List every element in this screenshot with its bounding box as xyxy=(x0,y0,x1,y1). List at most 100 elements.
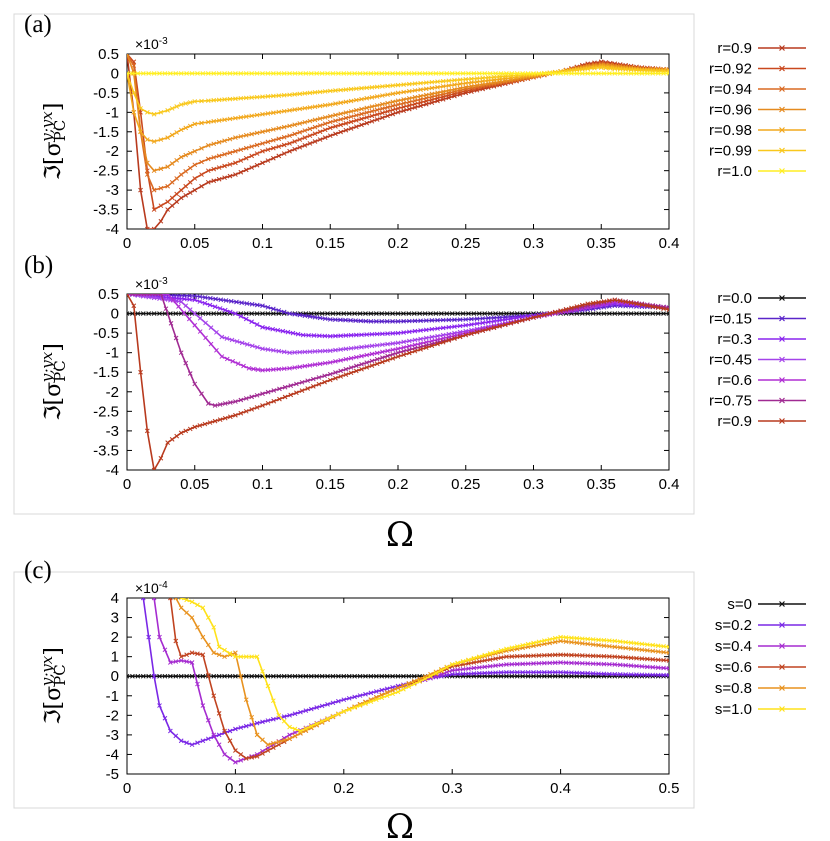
series-marker xyxy=(233,759,238,765)
series-marker xyxy=(184,652,189,658)
series-marker xyxy=(482,664,488,670)
series-marker xyxy=(612,71,618,76)
series-marker xyxy=(241,363,246,369)
series-marker xyxy=(579,302,585,308)
series-marker xyxy=(295,331,301,337)
series-marker xyxy=(131,109,137,115)
series-marker xyxy=(514,673,520,679)
series-marker xyxy=(601,661,607,667)
series-marker xyxy=(207,302,213,308)
series-marker xyxy=(368,319,374,324)
series-marker xyxy=(531,653,536,659)
series-marker xyxy=(359,344,364,350)
series-marker xyxy=(140,673,146,679)
series-marker xyxy=(249,319,255,325)
series-marker xyxy=(227,651,233,656)
series-marker xyxy=(390,99,396,105)
series-marker xyxy=(222,138,227,144)
series-marker xyxy=(493,663,498,669)
series-marker xyxy=(173,673,179,679)
x-tick-label: 0.35 xyxy=(587,235,616,252)
series-marker xyxy=(138,369,143,375)
series-marker xyxy=(322,379,327,385)
series-marker xyxy=(222,307,228,313)
series-marker xyxy=(639,647,645,653)
series-marker xyxy=(287,108,292,113)
series-marker xyxy=(265,158,271,163)
x-tick-label: 0.15 xyxy=(316,476,345,493)
series-marker xyxy=(569,305,574,311)
series-marker xyxy=(612,654,618,660)
series-marker xyxy=(374,84,380,90)
series-marker xyxy=(288,392,294,398)
y-axis-label: ℑ[σPCy;yx] xyxy=(38,343,69,421)
series-marker xyxy=(170,297,176,303)
series-marker xyxy=(590,637,596,642)
series-marker xyxy=(178,127,184,133)
plot-series-group xyxy=(127,54,669,229)
series-marker xyxy=(446,88,452,93)
series-marker xyxy=(306,332,311,338)
series-marker xyxy=(325,702,330,707)
series-marker xyxy=(444,669,450,675)
series-marker xyxy=(412,348,418,354)
series-marker xyxy=(585,66,591,72)
series-marker xyxy=(317,348,323,354)
series-marker xyxy=(655,665,661,670)
series-marker xyxy=(292,733,298,739)
series-marker xyxy=(493,311,498,316)
series-marker xyxy=(661,643,666,649)
series-marker xyxy=(498,662,504,668)
series-marker xyxy=(302,313,308,319)
series-r=0.98 xyxy=(127,63,669,144)
series-marker xyxy=(243,673,249,679)
series-marker xyxy=(338,111,344,117)
series-marker xyxy=(446,338,452,343)
legend-marker xyxy=(779,336,785,342)
series-marker xyxy=(265,389,271,395)
series-marker xyxy=(358,318,364,324)
series-marker xyxy=(178,172,184,177)
series-marker xyxy=(498,655,504,660)
x-tick-label: 0 xyxy=(123,235,131,252)
series-marker xyxy=(187,190,193,196)
series-marker xyxy=(333,370,338,375)
series-marker xyxy=(536,653,542,658)
series-marker xyxy=(363,691,368,697)
series-marker xyxy=(302,363,308,369)
series-marker xyxy=(281,134,287,140)
series-marker xyxy=(617,672,623,677)
series-marker xyxy=(254,720,260,726)
series-marker xyxy=(585,301,591,307)
series-marker xyxy=(189,650,195,656)
series-marker xyxy=(476,665,482,670)
series-marker xyxy=(363,71,368,76)
series-marker xyxy=(439,311,444,316)
series-marker xyxy=(158,137,164,142)
series-marker xyxy=(353,107,359,113)
series-marker xyxy=(325,71,330,76)
series-marker xyxy=(302,105,308,111)
series-marker xyxy=(281,366,287,372)
series-marker xyxy=(140,71,146,76)
series-marker xyxy=(243,316,249,322)
series-marker xyxy=(603,65,609,71)
series-marker xyxy=(223,298,229,303)
series-marker xyxy=(558,638,563,644)
series-marker xyxy=(574,304,580,309)
series-marker xyxy=(260,324,265,330)
series-marker xyxy=(493,649,498,655)
x-tick-label: 0.3 xyxy=(523,476,544,493)
series-marker xyxy=(385,83,390,89)
series-marker xyxy=(265,367,271,373)
series-marker xyxy=(487,651,493,656)
series-marker xyxy=(127,311,130,316)
panel-label: (b) xyxy=(24,252,53,279)
legend-marker xyxy=(779,127,785,133)
series-marker xyxy=(395,82,401,88)
series-marker xyxy=(525,669,531,675)
series-marker xyxy=(644,656,650,662)
series-marker xyxy=(212,403,218,408)
series-marker xyxy=(146,673,152,679)
series-marker xyxy=(227,414,233,420)
